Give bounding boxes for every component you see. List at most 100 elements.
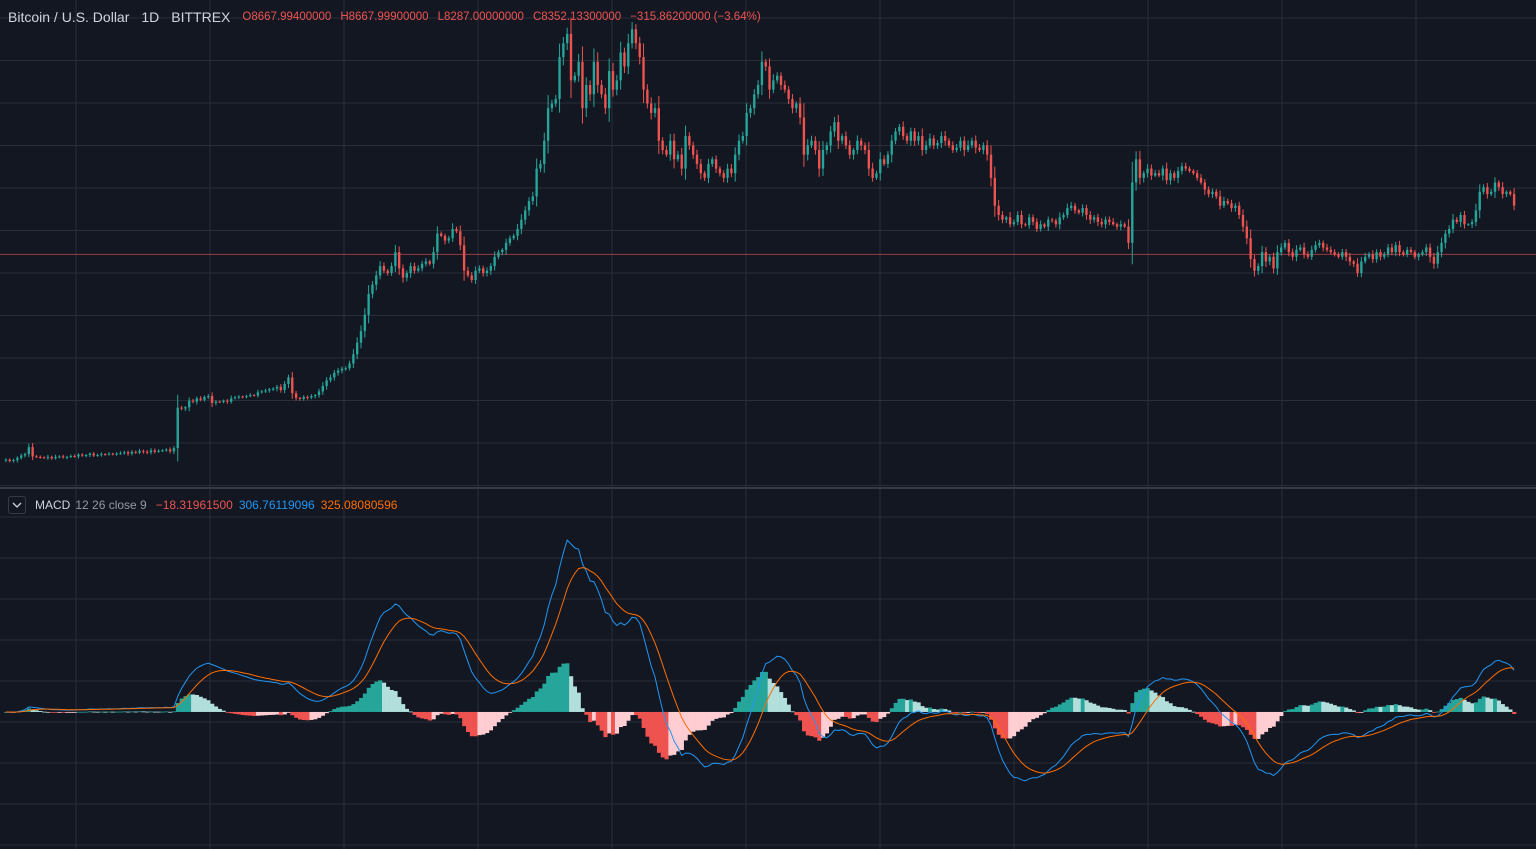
macd-histogram-bar — [557, 666, 562, 712]
macd-histogram-bar — [561, 663, 566, 712]
macd-histogram-bar — [851, 711, 856, 719]
price-candle — [970, 140, 974, 146]
price-candle — [711, 159, 714, 164]
price-candle — [837, 122, 840, 141]
price-candle — [268, 389, 271, 391]
price-candle — [619, 52, 622, 81]
price-candle — [596, 61, 599, 85]
macd-histogram-bar — [393, 691, 398, 712]
price-candle — [1195, 173, 1199, 178]
price-candle — [1008, 217, 1012, 225]
macd-histogram-bar — [240, 711, 245, 715]
price-candle — [688, 136, 691, 146]
price-candle — [783, 85, 787, 90]
macd-histogram-bar — [687, 711, 692, 735]
price-candle — [684, 136, 687, 169]
price-candle — [867, 150, 871, 169]
macd-histogram-bar — [156, 711, 161, 713]
price-candle — [31, 447, 34, 457]
price-candle — [665, 150, 668, 155]
macd-histogram-bar — [412, 711, 417, 715]
macd-histogram-bar — [378, 680, 383, 712]
price-candle — [913, 131, 916, 141]
exchange-label[interactable]: BITTREX — [171, 9, 231, 25]
price-candle — [1451, 219, 1455, 229]
price-candle — [1161, 168, 1165, 176]
price-candle — [573, 75, 577, 81]
macd-histogram-bar — [1390, 705, 1395, 712]
macd-histogram-bar — [294, 711, 299, 718]
macd-histogram-bar — [229, 711, 234, 714]
macd-histogram-bar — [309, 711, 314, 720]
macd-histogram-bar — [950, 711, 956, 713]
macd-histogram-bar — [1076, 698, 1082, 712]
price-candle — [1337, 254, 1340, 257]
macd-histogram-bar — [256, 711, 261, 716]
symbol-name[interactable]: Bitcoin / U.S. Dollar — [8, 9, 130, 25]
price-candle — [1341, 252, 1344, 257]
macd-histogram-bar — [1244, 711, 1250, 730]
price-candle — [638, 43, 641, 58]
macd-histogram-value: −18.31961500 — [155, 498, 233, 512]
price-candle — [1272, 256, 1275, 269]
price-candle — [760, 61, 764, 85]
price-candle — [982, 145, 985, 150]
macd-name[interactable]: MACD — [35, 498, 71, 512]
price-candle — [581, 61, 584, 109]
price-candle — [103, 454, 107, 456]
price-candle — [1157, 173, 1161, 176]
price-candle — [1470, 221, 1474, 225]
macd-histogram-bar — [641, 711, 646, 728]
price-candle — [317, 391, 321, 396]
price-candle — [1489, 191, 1493, 195]
macd-histogram-bar — [817, 711, 822, 741]
price-candle — [54, 456, 57, 459]
price-candle — [863, 145, 867, 150]
macd-histogram-bar — [592, 711, 597, 721]
macd-histogram-bar — [622, 711, 627, 726]
macd-histogram-bar — [1004, 711, 1009, 739]
macd-histogram-bar — [210, 703, 215, 712]
macd-histogram-bar — [763, 671, 768, 712]
interval-label[interactable]: 1D — [141, 9, 160, 25]
chevron-down-icon[interactable] — [8, 496, 26, 514]
price-candle — [1180, 166, 1184, 171]
price-candle — [1440, 242, 1443, 253]
price-candle — [1016, 215, 1019, 222]
close-value: C8352.13300000 — [532, 11, 622, 23]
price-candle — [1299, 247, 1302, 250]
price-candle — [1005, 217, 1008, 220]
price-candle — [294, 393, 298, 398]
price-candle — [81, 454, 84, 456]
price-candle — [657, 108, 661, 141]
price-candle — [676, 154, 680, 160]
price-candle — [730, 168, 733, 174]
price-candle — [1367, 254, 1371, 257]
price-candle — [1024, 224, 1027, 226]
macd-histogram-bar — [191, 694, 196, 712]
price-candle — [1012, 221, 1016, 225]
price-candle — [1173, 173, 1176, 178]
price-candle — [1398, 245, 1401, 253]
macd-histogram-bar — [370, 683, 375, 712]
price-candle — [669, 140, 672, 155]
macd-histogram-bar — [278, 711, 284, 716]
price-candle — [325, 380, 328, 386]
price-candle — [187, 400, 191, 408]
price-candle — [653, 108, 657, 113]
price-candle — [798, 103, 802, 118]
price-candle — [753, 94, 756, 109]
price-candle — [443, 235, 447, 241]
macd-histogram-bar — [706, 711, 711, 726]
macd-histogram-bar — [1496, 700, 1502, 712]
macd-histogram-bar — [351, 704, 356, 712]
macd-histogram-bar — [935, 709, 940, 712]
price-candle — [1417, 254, 1420, 257]
price-candle — [844, 136, 848, 146]
macd-histogram-bar — [107, 711, 112, 713]
price-candle — [275, 386, 279, 389]
price-candle — [291, 377, 294, 394]
price-candle — [611, 71, 615, 90]
price-candle — [558, 57, 561, 99]
